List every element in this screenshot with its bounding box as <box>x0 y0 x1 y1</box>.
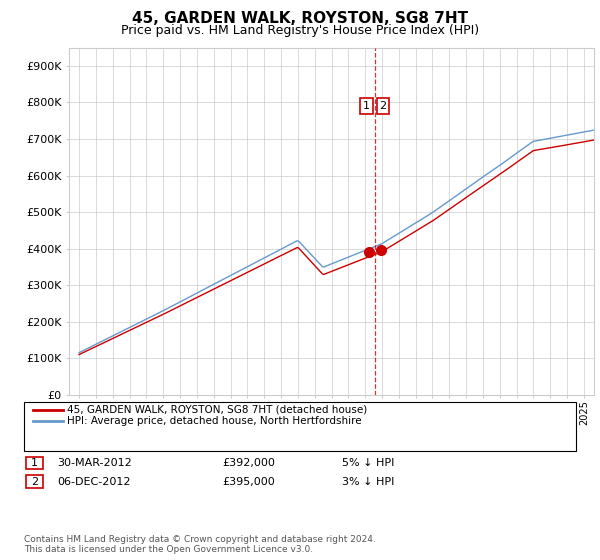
Text: Price paid vs. HM Land Registry's House Price Index (HPI): Price paid vs. HM Land Registry's House … <box>121 24 479 36</box>
Text: 5% ↓ HPI: 5% ↓ HPI <box>342 458 394 468</box>
Text: 1: 1 <box>363 101 370 111</box>
Text: 45, GARDEN WALK, ROYSTON, SG8 7HT (detached house): 45, GARDEN WALK, ROYSTON, SG8 7HT (detac… <box>67 405 367 415</box>
Text: 2: 2 <box>380 101 387 111</box>
Text: 06-DEC-2012: 06-DEC-2012 <box>57 477 131 487</box>
Text: 45, GARDEN WALK, ROYSTON, SG8 7HT: 45, GARDEN WALK, ROYSTON, SG8 7HT <box>132 11 468 26</box>
Text: 1: 1 <box>31 458 38 468</box>
Text: Contains HM Land Registry data © Crown copyright and database right 2024.
This d: Contains HM Land Registry data © Crown c… <box>24 535 376 554</box>
Text: 3% ↓ HPI: 3% ↓ HPI <box>342 477 394 487</box>
Text: HPI: Average price, detached house, North Hertfordshire: HPI: Average price, detached house, Nort… <box>67 416 362 426</box>
Text: £395,000: £395,000 <box>222 477 275 487</box>
Text: £392,000: £392,000 <box>222 458 275 468</box>
Text: 30-MAR-2012: 30-MAR-2012 <box>57 458 132 468</box>
Text: 2: 2 <box>31 477 38 487</box>
